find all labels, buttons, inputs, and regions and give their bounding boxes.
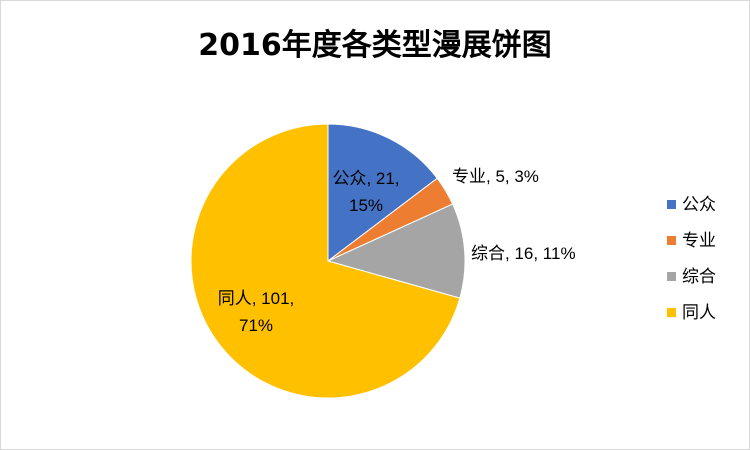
data-label-3: 综合, 16, 11%: [471, 244, 576, 263]
data-label-2: 专业, 5, 3%: [452, 167, 539, 186]
legend-label-1: 公众: [682, 195, 716, 214]
legend-swatch-1: [667, 200, 676, 209]
data-labels: 公众, 21, 15% 专业, 5, 3% 综合, 16, 11% 同人, 101, 71…: [218, 167, 576, 335]
legend-swatch-2: [667, 236, 676, 245]
pie-slice-1: [327, 123, 438, 263]
chart-title: 2016年度各类型漫展饼图: [198, 28, 552, 63]
data-label-4: 同人, 101, 71%: [218, 289, 295, 335]
data-label-1: 公众, 21, 15%: [332, 169, 399, 215]
pie-slice-3: [326, 203, 466, 299]
legend-label-2: 专业: [682, 231, 716, 250]
pie-slices: [190, 123, 466, 399]
legend-label-4: 同人: [682, 303, 716, 322]
legend-swatch-3: [667, 272, 676, 281]
legend-label-3: 综合: [682, 267, 716, 286]
pie-slice-4: [190, 123, 461, 399]
legend-swatch-4: [667, 308, 676, 317]
